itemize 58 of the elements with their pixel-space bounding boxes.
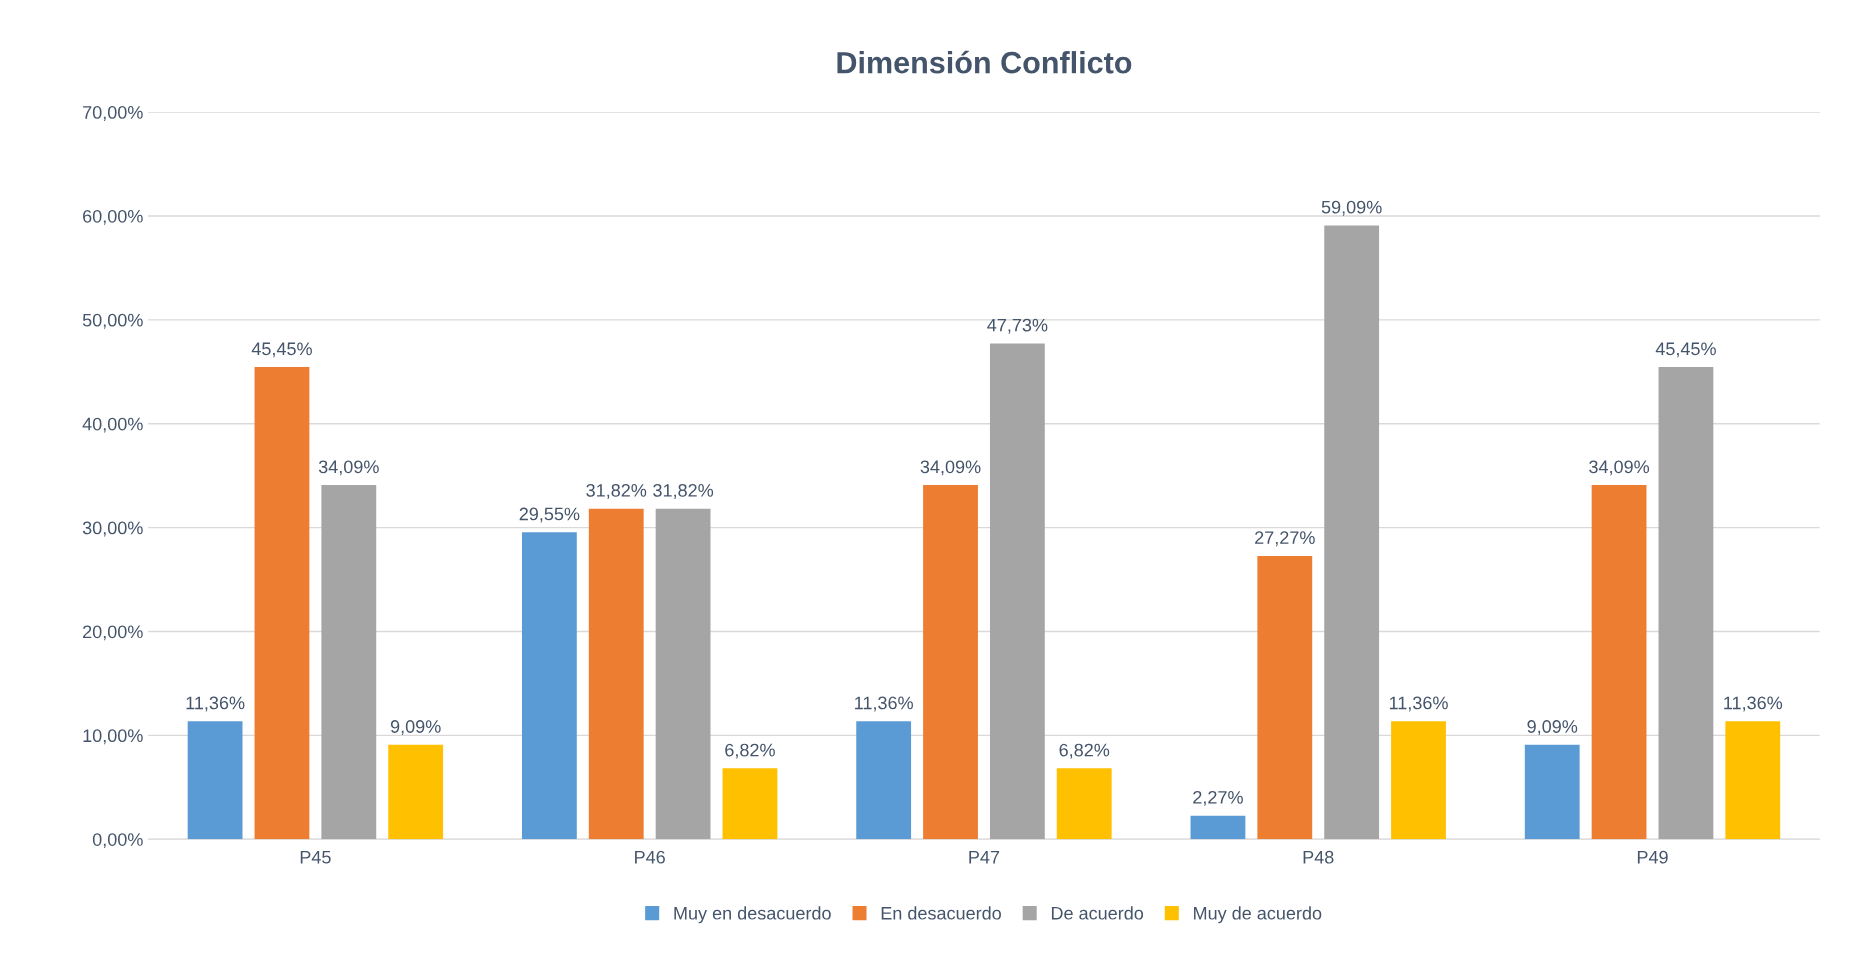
bar (1190, 815, 1246, 840)
bar (923, 485, 978, 840)
data-label: 11,36% (186, 696, 245, 712)
y-tick-label: 50,00% (82, 313, 143, 329)
bar (655, 508, 711, 840)
x-tick-label: P46 (635, 850, 665, 864)
bar (588, 508, 644, 840)
data-label: 45,45% (251, 342, 312, 358)
bar (1658, 367, 1714, 840)
bar (187, 721, 243, 840)
bar (1056, 768, 1112, 840)
data-label: 11,36% (855, 696, 913, 712)
data-label: 29,55% (519, 507, 580, 523)
y-tick-label: 60,00% (83, 209, 143, 225)
data-label: 6,82% (725, 743, 775, 759)
y-tick-label: 70,00% (83, 106, 143, 121)
bar (1591, 485, 1647, 840)
bar (1524, 744, 1580, 840)
data-label: 34,09% (318, 460, 379, 476)
y-tick-label: 40,00% (82, 417, 143, 433)
legend-label: En desacuerdo (881, 906, 1001, 920)
x-tick-label: P49 (1637, 850, 1668, 864)
x-tick-label: P45 (300, 850, 331, 864)
bar (1725, 721, 1781, 840)
x-tick-label: P47 (969, 850, 1000, 864)
data-label: 34,09% (1589, 460, 1650, 476)
data-label: 31,82% (653, 483, 714, 499)
y-tick-label: 30,00% (82, 521, 143, 537)
bar (1257, 555, 1313, 840)
bar (722, 768, 778, 840)
legend-label: Muy en desacuerdo (674, 906, 831, 924)
data-label: 27,27% (1255, 531, 1315, 547)
data-label: 47,73% (987, 318, 1048, 334)
y-tick-label: 20,00% (83, 625, 143, 641)
data-label: 11,36% (1724, 696, 1783, 712)
bar (1324, 225, 1380, 840)
x-tick-label: P48 (1303, 850, 1334, 864)
bar (321, 485, 377, 840)
bar (521, 532, 577, 840)
data-label: 2,27% (1193, 790, 1243, 806)
y-tick-label: 10,00% (83, 729, 143, 745)
legend-label: De acuerdo (1051, 906, 1144, 920)
data-label: 6,82% (1059, 743, 1110, 759)
bar (254, 367, 310, 840)
chart-title: Dimensión Conflicto (837, 50, 1132, 74)
data-label: 31,82% (586, 483, 647, 499)
bar (1391, 721, 1446, 840)
y-tick-label: 0,00% (92, 833, 143, 849)
bar (856, 721, 912, 840)
data-label: 45,45% (1655, 342, 1716, 358)
data-label: 34,09% (920, 460, 981, 476)
data-label: 9,09% (390, 720, 441, 736)
data-label: 59,09% (1321, 200, 1382, 216)
legend-label: Muy de acuerdo (1194, 906, 1322, 924)
data-label: 11,36% (1389, 696, 1448, 712)
bar (989, 343, 1045, 840)
bar (388, 744, 444, 840)
data-label: 9,09% (1527, 720, 1578, 736)
